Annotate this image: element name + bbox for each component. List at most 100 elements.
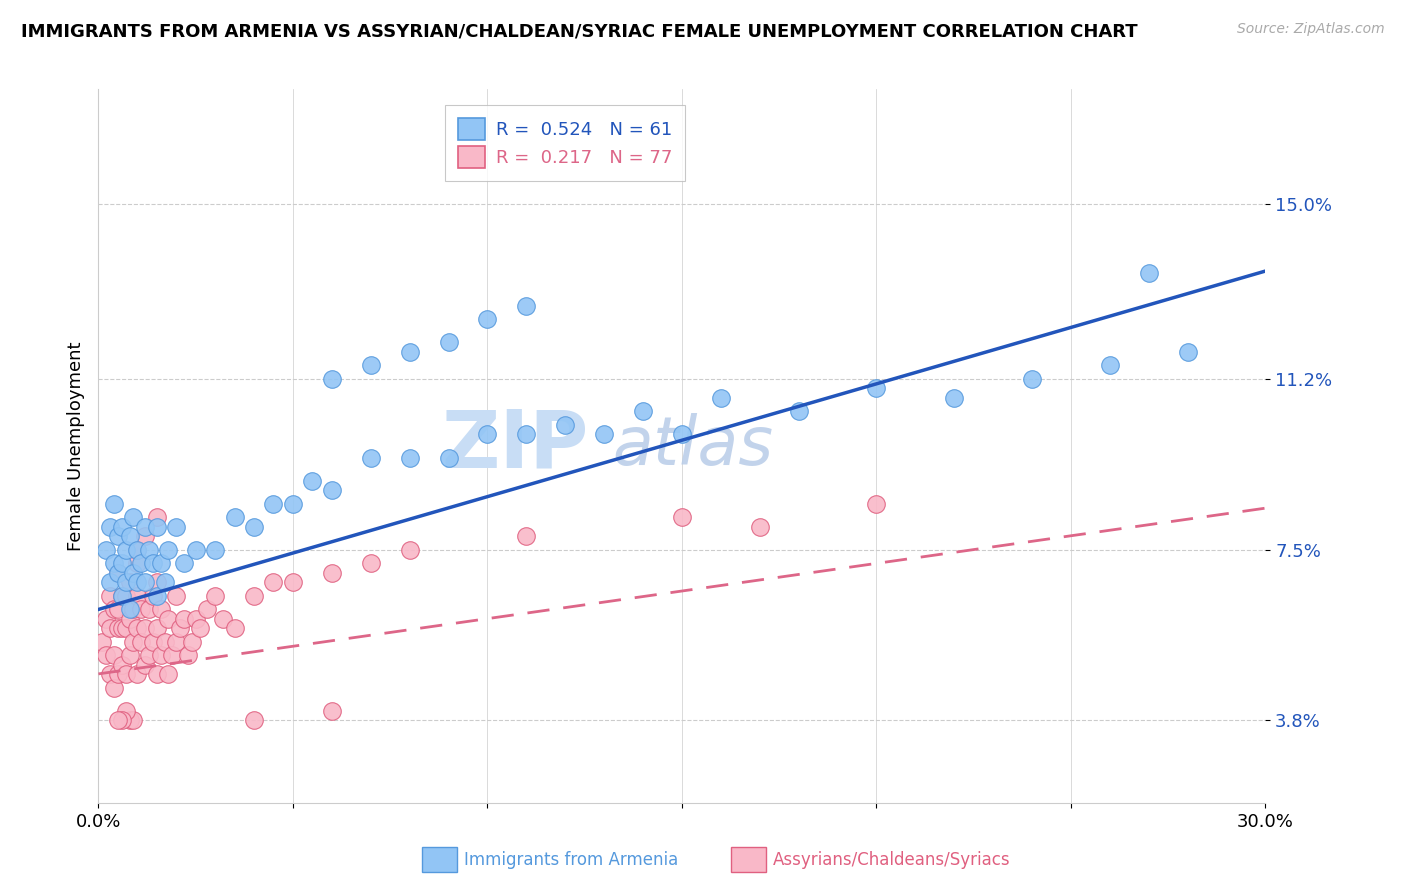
Point	[593, 427, 616, 442]
Point	[118, 574, 141, 589]
Point	[103, 602, 125, 616]
Point	[114, 542, 136, 557]
Point	[107, 566, 129, 580]
Point	[554, 418, 576, 433]
Point	[157, 542, 180, 557]
Point	[865, 381, 887, 395]
Point	[157, 612, 180, 626]
Point	[111, 657, 134, 672]
Point	[165, 634, 187, 648]
Point	[1137, 266, 1160, 280]
Point	[360, 359, 382, 373]
Point	[243, 589, 266, 603]
Point	[118, 713, 141, 727]
Point	[321, 566, 343, 580]
Point	[1021, 372, 1043, 386]
Text: atlas: atlas	[612, 413, 773, 479]
Point	[146, 574, 169, 589]
Y-axis label: Female Unemployment: Female Unemployment	[66, 342, 84, 550]
Point	[118, 602, 141, 616]
Point	[146, 510, 169, 524]
Point	[224, 510, 246, 524]
Point	[134, 529, 156, 543]
Point	[96, 542, 118, 557]
Point	[1177, 344, 1199, 359]
Point	[114, 589, 136, 603]
Point	[262, 574, 284, 589]
Point	[477, 427, 499, 442]
Point	[146, 589, 169, 603]
Text: Assyrians/Chaldeans/Syriacs: Assyrians/Chaldeans/Syriacs	[773, 851, 1011, 869]
Point	[103, 681, 125, 695]
Point	[173, 557, 195, 571]
Point	[177, 648, 200, 663]
Point	[114, 621, 136, 635]
Point	[114, 704, 136, 718]
Point	[173, 612, 195, 626]
Point	[122, 713, 145, 727]
Point	[162, 648, 184, 663]
Point	[321, 372, 343, 386]
Point	[96, 612, 118, 626]
Point	[748, 519, 770, 533]
Point	[98, 574, 121, 589]
Point	[321, 704, 343, 718]
Point	[129, 557, 152, 571]
Point	[204, 542, 226, 557]
Point	[149, 648, 172, 663]
Point	[138, 648, 160, 663]
Point	[107, 529, 129, 543]
Point	[129, 602, 152, 616]
Point	[671, 510, 693, 524]
Point	[107, 713, 129, 727]
Point	[149, 557, 172, 571]
Point	[111, 519, 134, 533]
Point	[243, 713, 266, 727]
Point	[301, 474, 323, 488]
Point	[398, 450, 420, 465]
Point	[138, 602, 160, 616]
Point	[437, 335, 460, 350]
Point	[107, 666, 129, 681]
Point	[787, 404, 810, 418]
Point	[224, 621, 246, 635]
Point	[122, 566, 145, 580]
Point	[142, 634, 165, 648]
Point	[188, 621, 211, 635]
Point	[114, 666, 136, 681]
Point	[281, 497, 304, 511]
Text: IMMIGRANTS FROM ARMENIA VS ASSYRIAN/CHALDEAN/SYRIAC FEMALE UNEMPLOYMENT CORRELAT: IMMIGRANTS FROM ARMENIA VS ASSYRIAN/CHAL…	[21, 22, 1137, 40]
Point	[98, 666, 121, 681]
Point	[134, 519, 156, 533]
Point	[360, 557, 382, 571]
Point	[398, 344, 420, 359]
Text: ZIP: ZIP	[441, 407, 589, 485]
Point	[118, 529, 141, 543]
Point	[122, 634, 145, 648]
Point	[122, 510, 145, 524]
Point	[671, 427, 693, 442]
Point	[134, 657, 156, 672]
Point	[631, 404, 654, 418]
Point	[127, 542, 149, 557]
Point	[184, 612, 207, 626]
Point	[107, 602, 129, 616]
Point	[243, 519, 266, 533]
Point	[437, 450, 460, 465]
Point	[107, 621, 129, 635]
Point	[118, 612, 141, 626]
Point	[262, 497, 284, 511]
Point	[91, 634, 114, 648]
Point	[114, 574, 136, 589]
Point	[103, 648, 125, 663]
Point	[127, 589, 149, 603]
Point	[153, 634, 176, 648]
Text: Source: ZipAtlas.com: Source: ZipAtlas.com	[1237, 22, 1385, 37]
Point	[103, 557, 125, 571]
Point	[184, 542, 207, 557]
Point	[149, 602, 172, 616]
Point	[169, 621, 191, 635]
Point	[943, 391, 966, 405]
Point	[129, 634, 152, 648]
Point	[111, 589, 134, 603]
